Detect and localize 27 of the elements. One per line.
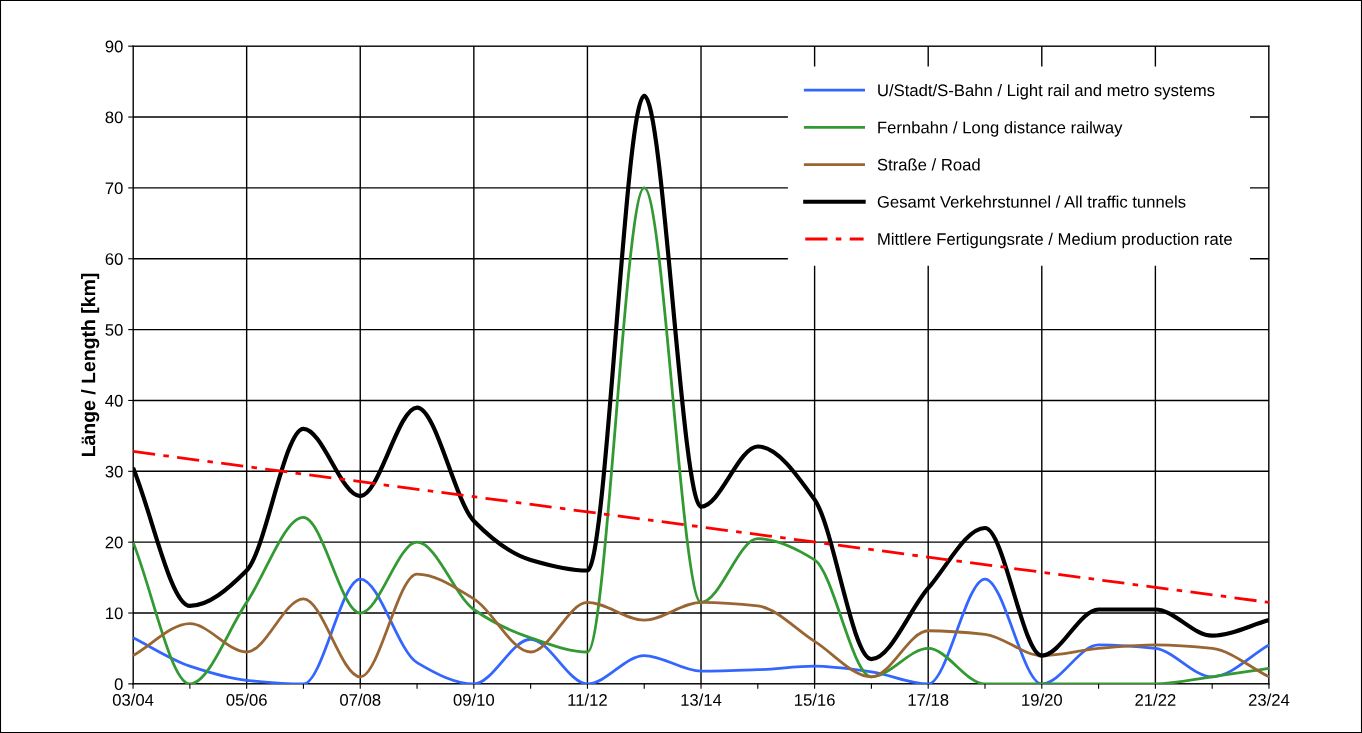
y-tick-label: 50	[105, 324, 123, 336]
y-tick-label: 60	[105, 253, 123, 265]
x-tick-label: 23/24	[1248, 693, 1290, 706]
y-tick-label: 70	[105, 182, 123, 195]
legend-label: Fernbahn / Long distance railway	[878, 121, 1123, 137]
x-tick-label: 07/08	[340, 693, 381, 706]
x-tick-label: 13/14	[681, 693, 722, 706]
y-tick-label: 0	[114, 678, 123, 691]
x-tick-label: 21/22	[1135, 693, 1176, 706]
legend-label: Gesamt Verkehrstunnel / All traffic tunnels	[877, 195, 1186, 208]
legend-label: Mittlere Fertigungsrate / Medium production rate	[878, 232, 1232, 249]
y-axis-title: Länge / Length [km]	[81, 273, 100, 457]
y-tick-label: 10	[106, 607, 123, 620]
legend-label: U/Stadt/S-Bahn / Light rail and metro systems	[878, 83, 1215, 100]
x-tick-label: 03/04	[112, 693, 154, 706]
x-tick-label: 09/10	[453, 693, 495, 706]
legend-label: Straße / Road	[877, 158, 980, 171]
y-tick-label: 80	[105, 111, 123, 124]
x-tick-label: 17/18	[908, 693, 949, 706]
x-tick-label: 15/16	[795, 693, 835, 706]
x-tick-label: 19/20	[1022, 693, 1062, 706]
y-tick-label: 30	[105, 465, 123, 478]
y-tick-label: 40	[105, 394, 123, 407]
y-tick-label: 90	[105, 40, 123, 53]
x-tick-label: 11/12	[568, 693, 607, 706]
x-tick-label: 05/06	[226, 693, 267, 706]
y-tick-label: 20	[105, 536, 123, 549]
